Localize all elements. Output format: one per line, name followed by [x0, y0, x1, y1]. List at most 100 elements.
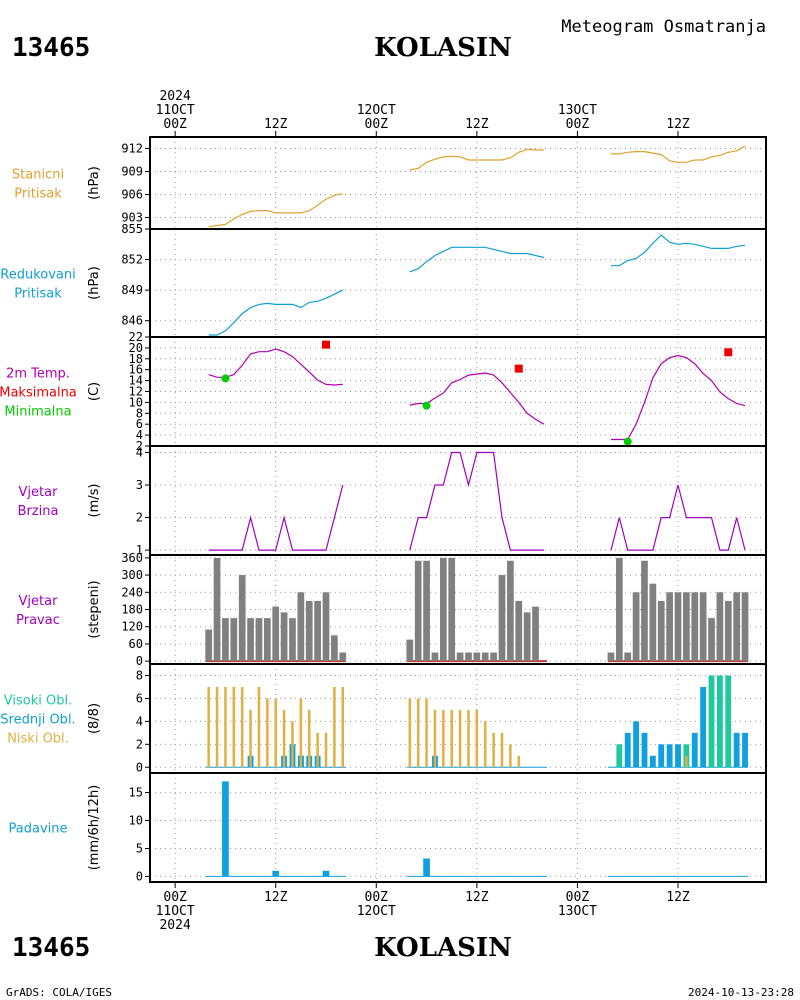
y-tick-label: 16 [129, 363, 143, 377]
bar [509, 744, 512, 768]
x-tick-label-top: 13OCT [558, 103, 597, 118]
x-tick-label-top: 2024 [159, 89, 190, 104]
bar [423, 858, 430, 877]
bar [406, 639, 414, 662]
x-tick-label-top: 12Z [264, 117, 288, 132]
bar [641, 560, 648, 662]
bar [257, 686, 261, 768]
bar [450, 709, 453, 768]
y-tick-label: 909 [121, 165, 143, 179]
bar [481, 652, 489, 662]
bar [716, 675, 723, 768]
panel-label: Padavine [9, 822, 68, 837]
bar [316, 732, 319, 768]
bar [500, 732, 504, 768]
bar [741, 592, 749, 662]
bar [475, 709, 479, 768]
panel-label: Srednji Obl. [0, 713, 75, 728]
y-tick-label: 8 [136, 668, 143, 682]
series-line [409, 246, 545, 273]
bar [742, 732, 748, 768]
bar [416, 698, 420, 768]
bar [691, 732, 698, 768]
y-axis-label: (8/8) [87, 703, 102, 734]
panel-label: Redukovani [0, 268, 75, 283]
bar [423, 560, 430, 662]
x-tick-label-bottom: 00Z [365, 890, 389, 905]
y-tick-label: 10 [129, 395, 143, 409]
y-tick-label: 22 [129, 330, 143, 344]
y-tick-label: 10 [129, 814, 143, 828]
y-tick-label: 4 [136, 714, 143, 728]
bar [240, 686, 244, 768]
panel-frame [149, 336, 767, 447]
panel-label: Pravac [16, 613, 60, 628]
bar [649, 755, 656, 768]
y-tick-label: 60 [129, 637, 143, 651]
station-id-top: 13465 [12, 33, 90, 63]
panel-frame [149, 772, 767, 883]
y-axis-label: (stepeni) [87, 580, 102, 638]
bar [305, 600, 313, 662]
tmax-marker [322, 340, 330, 349]
series-line [611, 354, 746, 441]
y-tick-label: 6 [136, 417, 143, 431]
y-tick-label: 4 [136, 428, 143, 442]
bar [458, 709, 462, 768]
y-tick-label: 120 [121, 620, 143, 634]
bar [633, 721, 640, 768]
bar [314, 600, 321, 662]
series-line [610, 484, 746, 551]
bar [297, 592, 305, 662]
x-tick-label-top: 00Z [566, 117, 590, 132]
bar [657, 600, 665, 662]
y-axis-label: (C) [87, 382, 102, 401]
bar [733, 592, 741, 662]
bar [213, 557, 221, 662]
bar [733, 732, 740, 768]
x-tick-label-top: 12OCT [357, 103, 396, 118]
bar [331, 635, 338, 662]
bar [433, 709, 437, 768]
bar [615, 557, 623, 662]
panel-wind-direction: 0 60 120 180 240 300 360 (stepeni) Vjetar Pravac [16, 551, 767, 668]
y-tick-label: 912 [121, 142, 143, 156]
bar [272, 606, 280, 662]
y-tick-label: 15 [129, 786, 143, 800]
tmin-marker [623, 437, 632, 446]
bar [492, 732, 495, 768]
series-line [611, 145, 746, 163]
bar [425, 698, 428, 768]
bar [691, 592, 699, 662]
bar [230, 618, 238, 662]
bar [215, 686, 219, 768]
bar [222, 781, 229, 877]
bar [724, 600, 732, 662]
bar [414, 560, 422, 662]
y-tick-label: 20 [129, 341, 143, 355]
y-tick-label: 8 [136, 406, 143, 420]
series-line [208, 484, 344, 551]
y-axis-label: (mm/6h/12h) [87, 785, 102, 871]
y-tick-label: 300 [121, 568, 143, 582]
bar [280, 612, 288, 662]
bar [439, 557, 447, 662]
series-line [208, 348, 343, 386]
bar [322, 870, 330, 877]
bar [232, 686, 236, 768]
bar [255, 618, 263, 662]
bar [272, 870, 280, 877]
bar [467, 709, 470, 768]
bar [274, 698, 277, 768]
y-tick-label: 3 [136, 478, 143, 492]
panel-label: Brzina [18, 504, 59, 519]
bar [517, 755, 521, 768]
tmax-marker [724, 348, 733, 357]
bar [282, 709, 286, 768]
panel-label: Pritisak [14, 187, 62, 202]
bar [339, 652, 347, 662]
panel-label: Niski Obl. [7, 732, 69, 747]
y-tick-label: 6 [136, 691, 143, 705]
bar [523, 612, 531, 662]
